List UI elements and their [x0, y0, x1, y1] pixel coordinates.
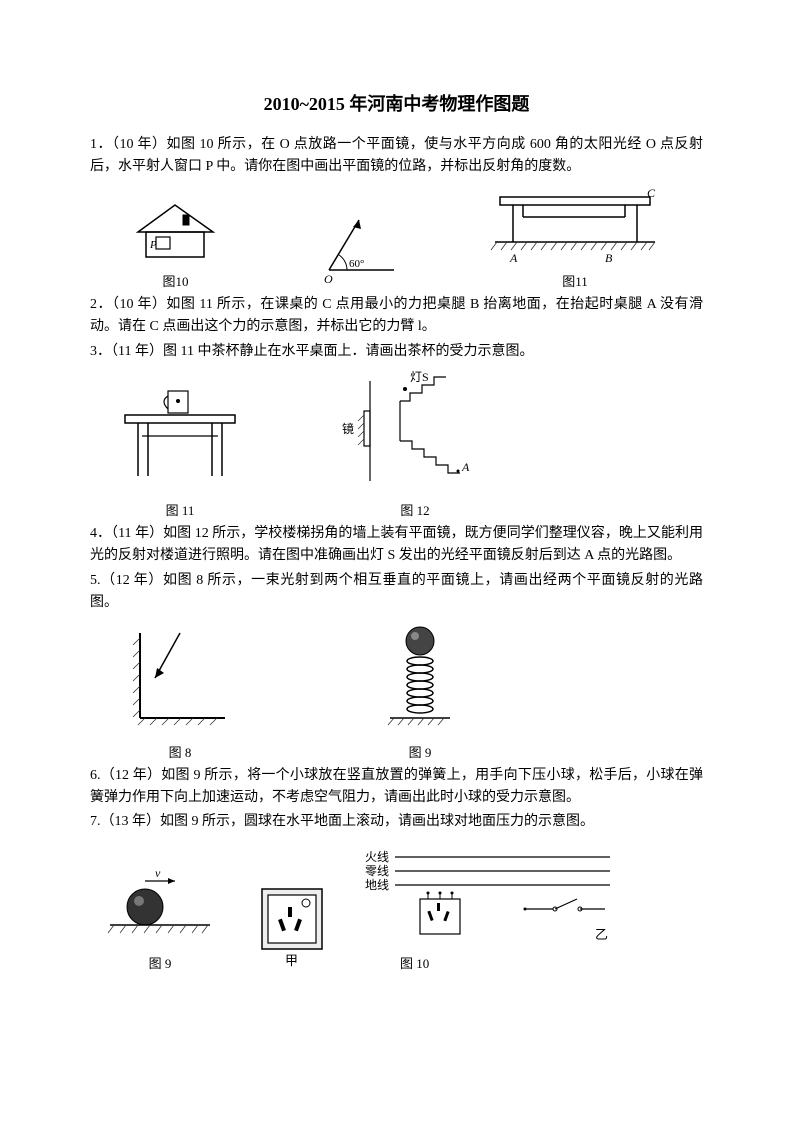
- figure-11b-caption: 图 11: [166, 500, 195, 519]
- angle-diagram: 60° O: [299, 215, 409, 290]
- label-A: A: [509, 251, 518, 265]
- figure-row-4: v 图 9 甲: [90, 849, 703, 972]
- question-5: 5.（12 年）如图 8 所示，一束光射到两个相互垂直的平面镜上，请画出经两个平…: [90, 570, 703, 615]
- neutral-label: 零线: [365, 864, 389, 878]
- angle-60: 60°: [349, 258, 364, 270]
- figure-10-angle: 60° O: [299, 215, 409, 290]
- spring-diagram: [380, 623, 460, 738]
- figure-10-caption: 图10: [162, 271, 188, 290]
- label-B: B: [605, 251, 613, 265]
- figure-11-table: A B C 图11: [485, 187, 665, 290]
- figure-8-mirrors: 图 8: [120, 623, 240, 761]
- figure-row-3: 图 8: [90, 623, 703, 761]
- page-title: 2010~2015 年河南中考物理作图题: [90, 90, 703, 116]
- question-3: 3．（11 年）图 11 中茶杯静止在水平桌面上．请画出茶杯的受力示意图。: [90, 341, 703, 363]
- figure-9b-ball: v 图 9: [100, 859, 220, 972]
- page-container: 2010~2015 年河南中考物理作图题 1．（10 年）如图 10 所示，在 …: [0, 0, 793, 1122]
- figure-11b-cup: 图 11: [110, 381, 250, 519]
- stairs-diagram: 灯S 镜 A: [330, 371, 500, 496]
- figure-9-caption: 图 9: [409, 742, 432, 761]
- figure-8-caption: 图 8: [169, 742, 192, 761]
- label-v: v: [155, 866, 161, 880]
- figure-row-2: 图 11 灯S 镜 A 图 12: [90, 371, 703, 519]
- label-C: C: [647, 187, 656, 200]
- figure-row-1: P 图10 60° O: [90, 187, 703, 290]
- figure-9b-caption: 图 9: [149, 953, 172, 972]
- circuit-diagram: 火线 零线 地线: [365, 849, 615, 949]
- figure-10-house: P 图10: [128, 197, 223, 290]
- label-jia: 甲: [285, 953, 298, 968]
- socket-diagram: 甲: [250, 877, 335, 972]
- question-1: 1．（10 年）如图 10 所示，在 O 点放路一个平面镜，使与水平方向成 60…: [90, 134, 703, 179]
- house-diagram: P: [128, 197, 223, 267]
- figure-12-caption: 图 12: [400, 500, 429, 519]
- table-diagram: A B C: [485, 187, 665, 267]
- label-O: O: [324, 272, 333, 286]
- cup-table-diagram: [110, 381, 250, 496]
- mirrors-diagram: [120, 623, 240, 738]
- live-label: 火线: [365, 850, 389, 864]
- question-6: 6.（12 年）如图 9 所示，将一个小球放在竖直放置的弹簧上，用手向下压小球，…: [90, 765, 703, 810]
- ball-diagram: v: [100, 859, 220, 949]
- figure-12-stairs: 灯S 镜 A 图 12: [330, 371, 500, 519]
- figure-10b-circuit: 火线 零线 地线: [365, 849, 615, 972]
- question-2: 2．（10 年）如图 11 所示，在课桌的 C 点用最小的力把桌腿 B 抬离地面…: [90, 294, 703, 339]
- label-yi: 乙: [595, 927, 608, 942]
- figure-9-spring: 图 9: [380, 623, 460, 761]
- label-A-stairs: A: [461, 460, 470, 474]
- figure-10b-caption: 图 10: [400, 953, 429, 972]
- ground-label: 地线: [365, 878, 389, 892]
- question-7: 7.（13 年）如图 9 所示，圆球在水平地面上滚动，请画出球对地面压力的示意图…: [90, 811, 703, 833]
- figure-10b-socket: 甲: [250, 877, 335, 972]
- lamp-label: 灯S: [410, 371, 429, 384]
- label-P: P: [149, 239, 157, 251]
- mirror-label: 镜: [342, 421, 354, 436]
- figure-11-caption: 图11: [562, 271, 588, 290]
- question-4: 4．（11 年）如图 12 所示，学校楼梯拐角的墙上装有平面镜，既方便同学们整理…: [90, 523, 703, 568]
